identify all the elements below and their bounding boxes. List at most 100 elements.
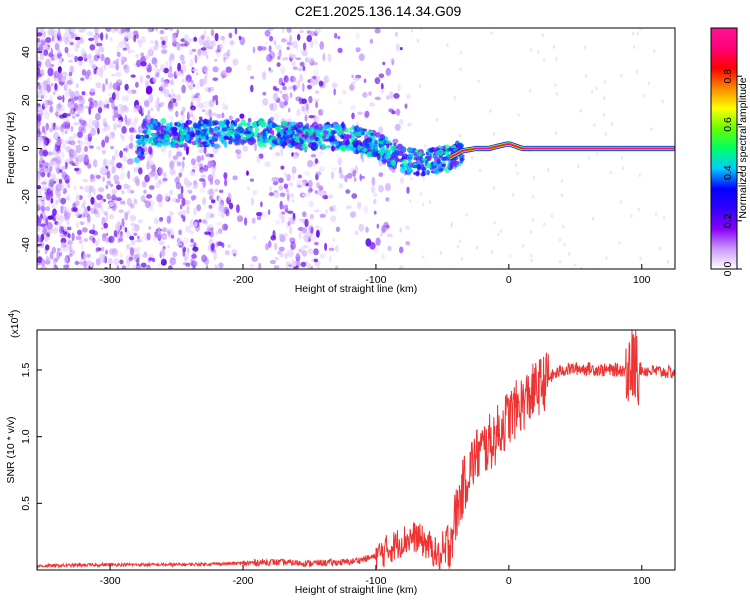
spectrogram-speckle-dot: [275, 152, 280, 157]
spectrogram-speckle-dot: [148, 226, 152, 230]
spectrogram-speckle-dot: [93, 68, 97, 75]
spectrogram-speckle-dot: [64, 212, 71, 220]
frequency-trace-dot: [227, 129, 234, 137]
frequency-trace-dot: [380, 134, 384, 139]
frequency-trace-dot: [442, 156, 450, 161]
spectrogram-speckle-dot: [157, 262, 162, 269]
spectrogram-speckle-dot: [63, 226, 69, 232]
spectrogram-speckle-dot: [170, 88, 175, 95]
spectrogram-speckle-dot: [262, 98, 269, 106]
spectrogram-speckle-dot: [92, 223, 96, 232]
spectrogram-speckle-dot: [182, 156, 185, 161]
spectrogram-speckle-dot: [161, 49, 168, 55]
spectrogram-speckle-dot: [113, 28, 118, 32]
spectrogram-speckle-dot: [92, 64, 97, 69]
spectrogram-speckle-dot: [490, 31, 493, 35]
spectrogram-speckle-dot: [37, 173, 41, 183]
frequency-trace-dot: [426, 169, 430, 176]
spectrogram-speckle-dot: [200, 47, 207, 51]
spectrogram-speckle-dot: [220, 210, 225, 219]
spectrogram-speckle-dot: [203, 164, 209, 172]
spectrogram-speckle-dot: [94, 28, 98, 35]
frequency-trace-dot: [357, 144, 362, 151]
spectrogram-speckle-dot: [193, 36, 197, 42]
spectrogram-speckle-dot: [97, 187, 105, 193]
spectrogram-speckle-dot: [583, 45, 587, 50]
spectrogram-speckle-dot: [207, 174, 213, 182]
spectrogram-speckle-dot: [304, 57, 309, 63]
spectrogram-speckle-dot: [315, 171, 322, 176]
spectrogram-speckle-dot: [364, 110, 370, 118]
spectrogram-speckle-dot: [279, 233, 282, 238]
spectrogram-speckle-dot: [274, 242, 278, 251]
frequency-trace-dot: [221, 127, 228, 132]
spectrogram-speckle-dot: [281, 211, 286, 215]
spectrogram-speckle-dot: [40, 181, 47, 185]
frequency-trace-dot: [435, 150, 440, 157]
spectrogram-speckle-dot: [115, 223, 121, 231]
frequency-trace-dot: [331, 145, 335, 152]
spectrogram-speckle-dot: [38, 106, 42, 112]
spectrogram-speckle-dot: [301, 250, 308, 257]
spectrogram-speckle-dot: [284, 172, 288, 178]
frequency-trace-dot: [317, 123, 323, 131]
spectrogram-speckle-dot: [223, 206, 229, 215]
spectrogram-speckle-dot: [87, 163, 92, 169]
spectrogram-speckle-dot: [68, 136, 75, 141]
spectrogram-speckle-dot: [290, 243, 294, 250]
frequency-trace-dot: [349, 127, 353, 131]
spectrogram-speckle-dot: [117, 233, 123, 240]
spectrogram-speckle-dot: [238, 35, 242, 41]
frequency-trace-dot: [447, 164, 451, 169]
spectrogram-speckle-dot: [416, 38, 420, 43]
frequency-trace-dot: [362, 148, 368, 153]
spectrogram-speckle-dot: [158, 201, 163, 208]
spectrogram-speckle-dot: [346, 172, 353, 179]
spectrogram-speckle-dot: [176, 94, 181, 102]
spectrogram-speckle-dot: [369, 242, 376, 250]
spectrogram-speckle-dot: [132, 178, 137, 182]
spectrogram-speckle-dot: [81, 69, 87, 76]
spectrogram-speckle-dot: [80, 77, 84, 81]
spectrogram-speckle-dot: [88, 106, 92, 115]
spectrogram-speckle-dot: [302, 245, 309, 249]
spectrogram-speckle-dot: [168, 56, 171, 64]
spectrogram-speckle-dot: [37, 234, 40, 243]
spectrogram-speckle-dot: [184, 256, 187, 262]
spectrogram-speckle-dot: [99, 253, 105, 262]
spectrogram-speckle-dot: [157, 219, 163, 223]
spectrogram-speckle-dot: [394, 31, 398, 37]
frequency-trace-dot: [411, 165, 419, 169]
spectrogram-speckle-dot: [273, 191, 280, 198]
colorbar-tick-label: 0.8: [722, 69, 734, 84]
spectrogram-speckle-dot: [137, 235, 140, 240]
spectrogram-speckle-dot: [103, 211, 109, 216]
frequency-trace-dot: [370, 132, 375, 136]
spectrogram-speckle-dot: [163, 172, 167, 178]
spectrogram-speckle-dot: [176, 148, 181, 157]
spectrogram-speckle-dot: [307, 160, 314, 168]
spectrogram-speckle-dot: [283, 232, 288, 238]
spectrogram-speckle-dot: [75, 113, 80, 117]
spectrogram-speckle-dot: [659, 246, 662, 251]
spectrogram-speckle-dot: [314, 28, 321, 35]
spectrogram-speckle-dot: [133, 224, 140, 232]
spectrogram-speckle-dot: [279, 192, 286, 198]
spectrogram-speckle-dot: [133, 34, 137, 43]
spectrogram-speckle-dot: [278, 211, 285, 220]
spectrogram-speckle-dot: [82, 120, 88, 128]
spectrogram-speckle-dot: [208, 188, 215, 197]
spectrogram-speckle-dot: [285, 191, 290, 196]
spectrogram-speckle-dot: [101, 128, 106, 134]
spectrogram-speckle-dot: [197, 48, 202, 56]
spectrogram-speckle-dot: [335, 226, 341, 232]
spectrogram-speckle-dot: [662, 215, 666, 220]
spectrogram-speckle-dot: [132, 264, 136, 269]
spectrogram-speckle-dot: [161, 234, 167, 239]
spectrogram-speckle-dot: [261, 211, 267, 218]
spectrogram-speckle-dot: [192, 180, 199, 189]
spectrogram-speckle-dot: [54, 224, 58, 230]
spectrogram-speckle-dot: [37, 127, 41, 134]
spectrogram-speckle-dot: [74, 260, 80, 266]
